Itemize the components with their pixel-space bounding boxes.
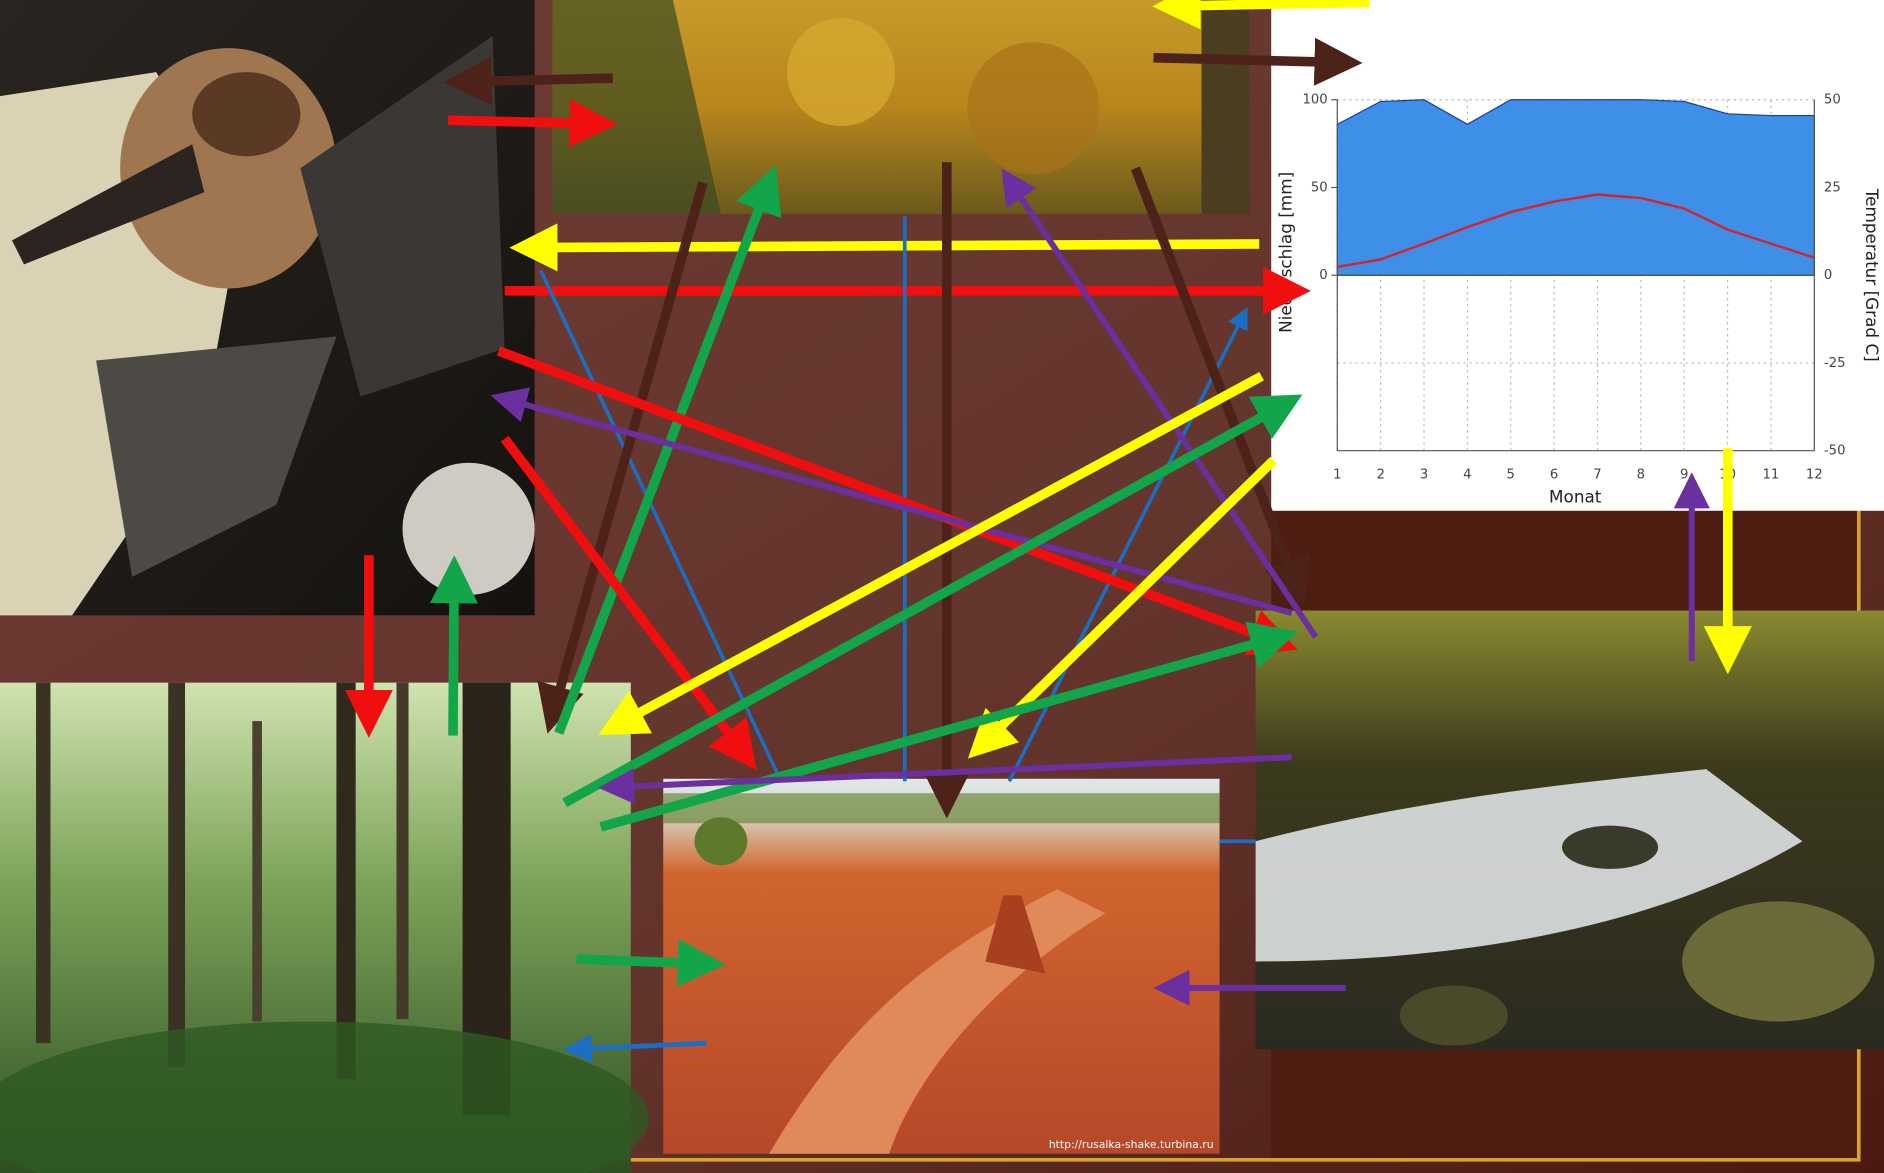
x-tick-label: 11 — [1763, 468, 1780, 483]
x-tick-label: 1 — [1333, 468, 1341, 483]
arrow — [1130, 166, 1310, 607]
arrow — [598, 754, 1292, 805]
y2-tick-label: -50 — [1824, 444, 1846, 459]
y-tick-label: 50 — [1311, 180, 1328, 195]
y2-tick-label: 0 — [1824, 268, 1832, 283]
arrow — [509, 223, 1260, 272]
x-tick-label: 4 — [1463, 468, 1471, 483]
arrow — [1152, 0, 1370, 30]
photo-credit: http://rusalka-shake.turbina.ru — [1049, 1138, 1214, 1151]
arrow — [598, 371, 1264, 736]
y-axis-label: Niederschlag [mm] — [1276, 172, 1296, 333]
bat-photo — [0, 0, 535, 616]
arrow — [448, 99, 618, 148]
x-tick-label: 7 — [1593, 468, 1601, 483]
green-forest-photo — [0, 682, 649, 1173]
x-tick-label: 3 — [1420, 468, 1428, 483]
x-tick-label: 6 — [1550, 468, 1558, 483]
y2-tick-label: -25 — [1824, 356, 1846, 371]
climate-chart: Niederschlag [mm] Temperatur [Grad C] Mo… — [1271, 0, 1884, 511]
red-canyon-photo: http://rusalka-shake.turbina.ru — [663, 778, 1220, 1154]
arrow — [537, 181, 708, 734]
x-tick-label: 9 — [1680, 468, 1688, 483]
arrow — [562, 1034, 707, 1063]
arrows — [344, 0, 1752, 1063]
arrow — [554, 164, 782, 735]
y-tick-label: 100 — [1302, 93, 1327, 108]
x-tick-label: 8 — [1637, 468, 1645, 483]
arrow — [500, 435, 757, 771]
river-photo — [1255, 610, 1884, 1050]
arrow — [1153, 37, 1363, 86]
arrow — [496, 346, 1298, 656]
arrow — [967, 456, 1277, 759]
y2-axis-label: Temperatur [Grad C] — [1862, 188, 1882, 362]
y-tick-label: 0 — [1319, 268, 1327, 283]
arrow — [576, 938, 726, 987]
x-axis-label: Monat — [1549, 486, 1602, 506]
arrow — [429, 555, 478, 736]
x-tick-label: 5 — [1507, 468, 1515, 483]
x-tick-label: 2 — [1376, 468, 1384, 483]
y2-tick-label: 25 — [1824, 180, 1841, 195]
arrow — [539, 269, 783, 782]
x-tick-label: 12 — [1806, 468, 1823, 483]
arrow — [562, 394, 1303, 808]
autumn-forest-photo — [552, 0, 1250, 214]
arrow — [1001, 168, 1319, 639]
temperature-line — [1337, 193, 1815, 268]
y2-tick-label: 50 — [1824, 93, 1841, 108]
arrow — [443, 57, 613, 106]
arrow — [599, 621, 1299, 832]
